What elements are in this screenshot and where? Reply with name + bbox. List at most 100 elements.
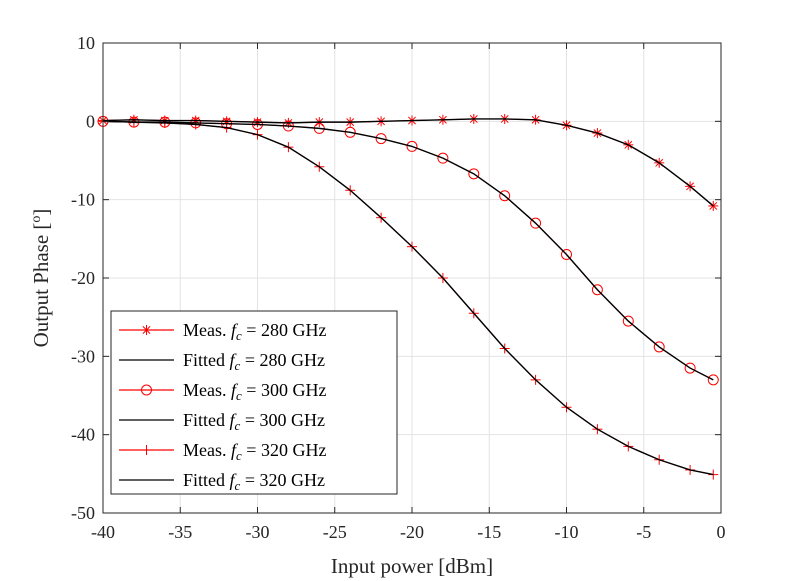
y-tick-label: -50	[71, 503, 95, 523]
legend-item-4: Meas. fc = 320 GHz	[119, 440, 326, 463]
legend-label-prefix: Meas.	[183, 320, 231, 340]
y-tick-label: 10	[77, 33, 95, 53]
marker-shape	[591, 284, 603, 296]
legend-label-suffix: = 320 GHz	[242, 440, 327, 460]
data-point	[406, 140, 418, 152]
data-point	[468, 168, 480, 180]
legend-label-prefix: Fitted	[183, 350, 230, 370]
legend-item-0: Meas. fc = 280 GHz	[119, 320, 326, 343]
series-layer	[97, 113, 719, 480]
legend-item-3: Fitted fc = 300 GHz	[119, 410, 325, 433]
marker-shape	[530, 217, 542, 229]
legend-label-sub: c	[235, 358, 241, 373]
legend-label-suffix: = 300 GHz	[242, 380, 327, 400]
legend-label: Meas. fc = 320 GHz	[183, 440, 326, 463]
y-tick-label: -40	[71, 425, 95, 445]
data-point	[437, 152, 449, 164]
legend-label-sub: c	[236, 388, 242, 403]
legend-label-prefix: Meas.	[183, 380, 231, 400]
series-line	[102, 120, 714, 381]
series-5	[102, 120, 714, 476]
marker-shape	[561, 249, 572, 260]
legend-label-sub: c	[235, 478, 241, 493]
legend-label-suffix: = 280 GHz	[242, 320, 327, 340]
legend-swatch-marker	[141, 325, 152, 335]
x-tick-label: -30	[246, 522, 270, 542]
tick-layer	[102, 42, 722, 514]
legend-label-sub: c	[235, 418, 241, 433]
marker-shape	[684, 362, 696, 374]
series-line	[102, 118, 714, 207]
legend-label: Fitted fc = 300 GHz	[183, 410, 325, 433]
data-point	[530, 217, 542, 229]
series-line	[102, 120, 714, 476]
legend-label-suffix: = 320 GHz	[240, 470, 325, 490]
data-point	[591, 284, 603, 296]
y-tick-label: -30	[71, 346, 95, 366]
legend-label: Fitted fc = 280 GHz	[183, 350, 325, 373]
legend-swatch-marker	[141, 445, 152, 455]
marker-shape	[141, 384, 152, 396]
data-point	[375, 133, 387, 145]
marker-shape	[709, 201, 718, 210]
x-tick-label: 0	[717, 522, 726, 542]
data-point	[684, 362, 696, 374]
legend-label-prefix: Meas.	[183, 440, 231, 460]
data-point	[499, 190, 511, 202]
legend-label-var: f	[231, 440, 239, 460]
data-point	[653, 341, 665, 353]
legend-label-prefix: Fitted	[183, 470, 230, 490]
legend-label: Fitted fc = 320 GHz	[183, 470, 325, 493]
x-axis-title: Input power [dBm]	[331, 554, 493, 578]
legend-item-1: Fitted fc = 280 GHz	[119, 350, 325, 373]
x-tick-label: -20	[400, 522, 424, 542]
legend-label-var: f	[231, 320, 239, 340]
tick-label-layer: -40 -35 -30 -25 -20 -15 -10 -5 0100-10-20-30-40-…	[71, 33, 726, 542]
y-tick-label: -20	[71, 268, 95, 288]
marker-shape	[622, 315, 634, 327]
marker-shape	[468, 168, 480, 180]
legend-label-sub: c	[236, 448, 242, 463]
series-1	[102, 118, 714, 207]
y-axis-title: Output Phase [o]	[29, 209, 53, 348]
legend-label-suffix: = 300 GHz	[240, 410, 325, 430]
legend-label-prefix: Fitted	[183, 410, 230, 430]
x-tick-label: -25	[323, 522, 347, 542]
y-axis-title-superscript: o	[29, 216, 44, 223]
x-tick-label: -10	[555, 522, 579, 542]
legend-swatch-marker	[141, 384, 152, 396]
marker-shape	[406, 140, 418, 152]
marker-shape	[375, 133, 387, 145]
x-tick-label: -40	[91, 522, 115, 542]
marker-shape	[499, 190, 511, 202]
legend-label: Meas. fc = 300 GHz	[183, 380, 326, 403]
legend-label-sub: c	[236, 328, 242, 343]
x-tick-label: -5	[636, 522, 651, 542]
series-3	[102, 120, 714, 381]
x-tick-label: -35	[168, 522, 192, 542]
y-tick-label: -10	[71, 190, 95, 210]
x-tick-label: -15	[477, 522, 501, 542]
data-point	[707, 374, 719, 386]
y-axis-title-end: ]	[29, 209, 53, 216]
y-axis-title-main: Output Phase [	[29, 223, 53, 348]
legend-label: Meas. fc = 280 GHz	[183, 320, 326, 343]
data-point	[622, 315, 634, 327]
data-point	[561, 249, 572, 260]
marker-shape	[142, 326, 151, 334]
legend-label-var: f	[230, 410, 238, 430]
legend-item-2: Meas. fc = 300 GHz	[119, 380, 326, 403]
marker-shape	[707, 374, 719, 386]
legend-item-5: Fitted fc = 320 GHz	[119, 470, 325, 493]
legend-box	[110, 310, 398, 495]
legend-label-var: f	[230, 470, 238, 490]
y-tick-label: 0	[86, 111, 95, 131]
legend-label-var: f	[231, 380, 239, 400]
legend-label-suffix: = 280 GHz	[240, 350, 325, 370]
marker-shape	[653, 341, 665, 353]
legend-label-var: f	[230, 350, 238, 370]
marker-shape	[437, 152, 449, 164]
